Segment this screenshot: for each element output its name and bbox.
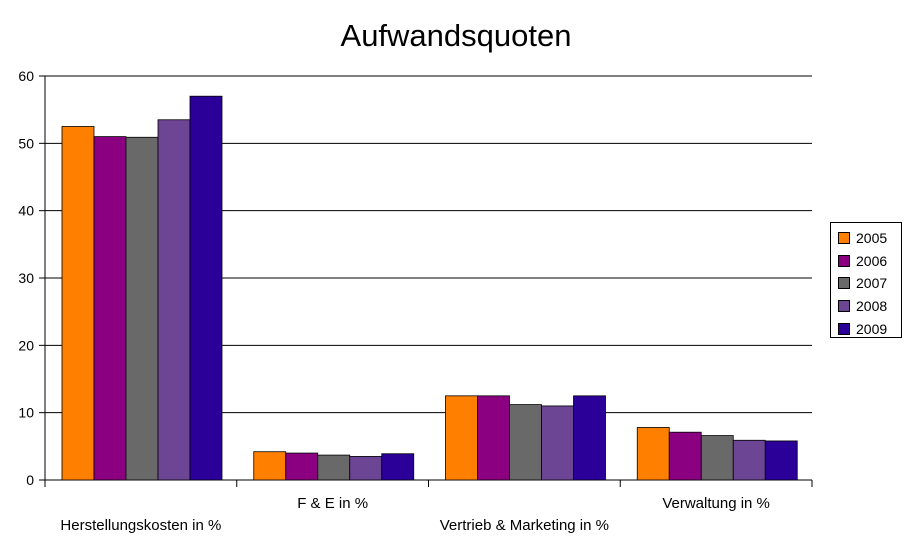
bar-2009-1 <box>381 453 415 481</box>
bar-2007-1 <box>317 454 351 481</box>
bar-2005-1 <box>253 451 287 481</box>
x-tick-label: Vertrieb & Marketing in % <box>440 517 609 534</box>
legend-item: 2006 <box>838 250 901 273</box>
legend-label: 2005 <box>856 230 888 247</box>
legend: 2005 2006 2007 2008 2009 <box>830 222 902 338</box>
bar-2006-3 <box>668 431 702 481</box>
legend-item: 2008 <box>838 295 901 318</box>
bar-2008-1 <box>349 456 383 481</box>
bar-2009-0 <box>189 95 223 481</box>
legend-swatch <box>838 300 850 313</box>
y-tick-labels: 0 10 20 30 40 50 60 <box>18 68 34 488</box>
y-tick-label: 0 <box>26 472 34 488</box>
bar-2007-2 <box>509 404 542 481</box>
legend-label: 2006 <box>856 252 888 269</box>
y-tick-label: 30 <box>18 270 34 286</box>
x-tick-label: Herstellungskosten in % <box>60 517 221 534</box>
legend-item: 2005 <box>838 227 901 250</box>
bar-2006-2 <box>477 395 510 481</box>
bar-2008-0 <box>157 119 191 481</box>
legend-swatch <box>838 254 850 267</box>
bar-2005-2 <box>445 395 478 481</box>
bar-2006-0 <box>93 136 127 481</box>
y-tick-label: 20 <box>18 337 34 353</box>
bars <box>61 95 798 481</box>
bar-2008-2 <box>541 405 574 481</box>
bar-2009-3 <box>764 440 798 481</box>
legend-item: 2007 <box>838 272 901 295</box>
x-tick-labels: Herstellungskosten in % F & E in % Vertrie… <box>60 495 770 534</box>
y-tick-label: 60 <box>18 68 34 84</box>
legend-swatch <box>838 232 850 245</box>
legend-label: 2007 <box>856 275 888 292</box>
legend-label: 2008 <box>856 298 888 315</box>
bar-2007-0 <box>125 136 159 481</box>
bar-2006-1 <box>285 452 319 481</box>
bar-2007-3 <box>700 435 734 481</box>
y-tick-label: 50 <box>18 135 34 151</box>
x-tick-label: Verwaltung in % <box>662 495 770 512</box>
legend-swatch <box>838 322 850 335</box>
bar-2005-3 <box>636 427 670 481</box>
legend-swatch <box>838 277 850 290</box>
bar-2009-2 <box>573 395 606 481</box>
chart-title: Aufwandsquoten <box>341 18 572 53</box>
legend-item: 2009 <box>838 317 901 340</box>
y-tick-label: 10 <box>18 405 34 421</box>
legend-label: 2009 <box>856 320 888 337</box>
bar-2005-0 <box>61 126 95 481</box>
bar-2008-3 <box>732 439 766 481</box>
y-tick-label: 40 <box>18 203 34 219</box>
x-tick-label: F & E in % <box>297 495 368 512</box>
